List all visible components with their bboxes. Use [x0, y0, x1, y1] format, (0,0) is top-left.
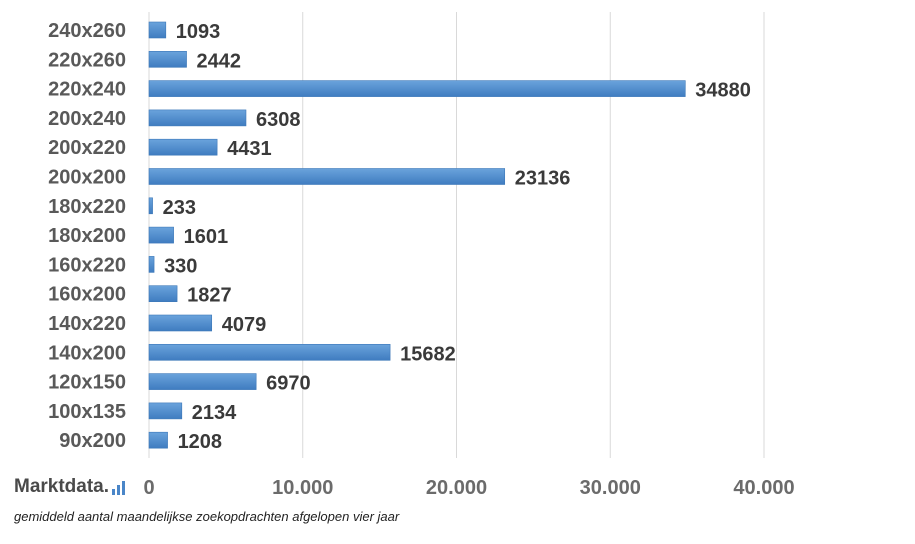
value-label: 23136: [515, 168, 571, 190]
brand-name: Marktdata.: [14, 476, 110, 497]
brand-logo: Marktdata.: [14, 476, 126, 498]
bar: [148, 168, 506, 185]
bar: [148, 138, 218, 156]
category-label: 180x200: [48, 225, 126, 247]
category-label: 220x240: [48, 79, 126, 101]
x-tick-label: 40.000: [733, 477, 794, 499]
category-label: 140x220: [48, 313, 126, 335]
bar: [148, 256, 155, 273]
bar-chart-icon: [112, 481, 126, 495]
category-label: 90x200: [59, 430, 126, 452]
category-label: 220x260: [48, 49, 126, 71]
x-tick-label: 30.000: [580, 477, 641, 499]
bar: [148, 21, 167, 39]
value-label: 1208: [178, 431, 223, 453]
bar-chart: 0 10.000 20.000 30.000 40.000 240x260 1093 220x…: [48, 12, 795, 499]
bar: [148, 431, 168, 449]
bar: [148, 402, 183, 420]
value-label: 15682: [400, 343, 456, 365]
x-tick-label: 20.000: [426, 477, 487, 499]
x-tick-label: 0: [143, 477, 154, 499]
category-label: 200x220: [48, 137, 126, 159]
value-label: 4079: [222, 314, 267, 336]
bar: [148, 109, 247, 127]
value-label: 2442: [197, 50, 242, 72]
gridlines: [148, 12, 765, 458]
value-label: 1093: [176, 21, 221, 43]
value-label: 330: [164, 255, 197, 277]
bar: [148, 373, 257, 390]
bar: [148, 197, 153, 215]
value-label: 1827: [187, 285, 232, 307]
category-label: 200x200: [48, 167, 126, 189]
value-label: 233: [163, 197, 196, 219]
bar: [148, 314, 213, 332]
category-label: 240x260: [48, 20, 126, 42]
bar: [148, 80, 686, 97]
category-label: 180x220: [48, 196, 126, 218]
category-label: 120x150: [48, 372, 126, 394]
value-label: 6970: [266, 373, 311, 395]
category-label: 140x200: [48, 342, 126, 364]
category-label: 160x220: [48, 254, 126, 276]
bar: [148, 285, 178, 303]
bars: [148, 21, 686, 449]
category-label: 160x200: [48, 284, 126, 306]
category-label: 200x240: [48, 108, 126, 130]
value-label: 6308: [256, 109, 301, 131]
bar: [148, 343, 391, 361]
bar: [148, 226, 174, 244]
bar: [148, 50, 187, 68]
x-tick-label: 10.000: [272, 477, 333, 499]
value-label: 1601: [184, 226, 229, 248]
value-label: 4431: [227, 138, 272, 160]
category-label: 100x135: [48, 401, 126, 423]
chart-caption: gemiddeld aantal maandelijkse zoekopdrac…: [14, 509, 400, 524]
labels: 0 10.000 20.000 30.000 40.000 240x260 1093 220x…: [48, 20, 794, 499]
value-label: 2134: [192, 402, 237, 424]
value-label: 34880: [695, 80, 751, 102]
